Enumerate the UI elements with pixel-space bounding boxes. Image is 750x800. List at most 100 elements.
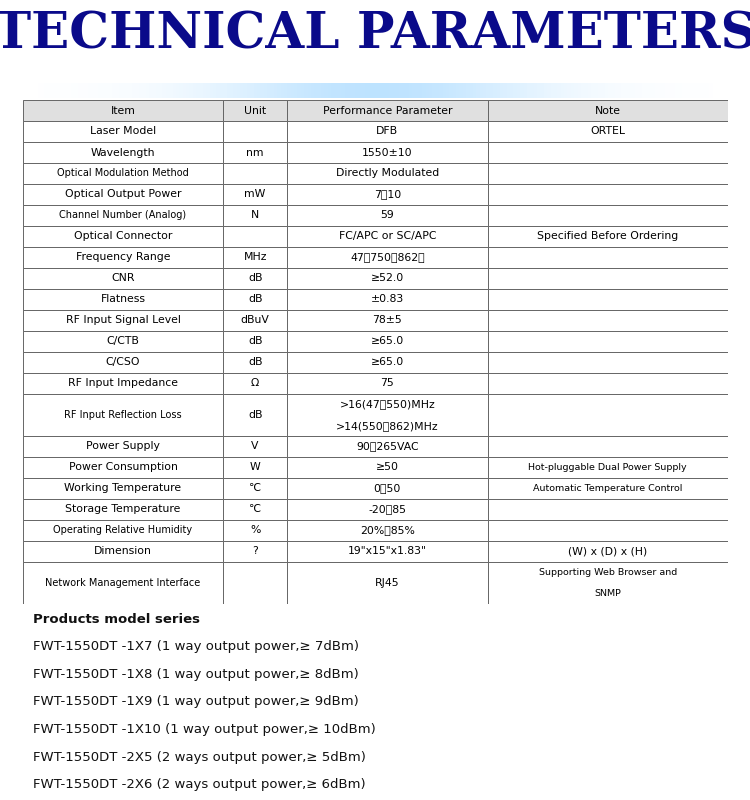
Bar xyxy=(183,83,186,98)
Text: C/CSO: C/CSO xyxy=(106,358,140,367)
Text: 7～10: 7～10 xyxy=(374,190,401,199)
Bar xyxy=(658,83,662,98)
Bar xyxy=(196,83,200,98)
Bar xyxy=(608,83,611,98)
Bar xyxy=(122,83,125,98)
Bar xyxy=(503,83,506,98)
Text: Supporting Web Browser and: Supporting Web Browser and xyxy=(538,567,676,577)
Bar xyxy=(286,184,488,205)
Text: (W) x (D) x (H): (W) x (D) x (H) xyxy=(568,546,647,557)
Text: Unit: Unit xyxy=(244,106,266,115)
Bar xyxy=(341,83,344,98)
Bar xyxy=(286,142,488,163)
Text: 59: 59 xyxy=(380,210,394,221)
Text: 19"x15"x1.83": 19"x15"x1.83" xyxy=(348,546,427,557)
Bar xyxy=(270,83,274,98)
Text: Wavelength: Wavelength xyxy=(91,147,155,158)
Text: SNMP: SNMP xyxy=(594,590,621,598)
Bar xyxy=(372,83,375,98)
Bar xyxy=(632,83,634,98)
Bar xyxy=(22,457,224,478)
Bar xyxy=(224,226,286,247)
Bar xyxy=(534,83,537,98)
Bar xyxy=(488,142,728,163)
Bar xyxy=(409,83,413,98)
Bar xyxy=(334,83,338,98)
Text: FC/APC or SC/APC: FC/APC or SC/APC xyxy=(338,231,436,242)
Text: Laser Model: Laser Model xyxy=(90,126,156,137)
Bar xyxy=(22,541,224,562)
Bar xyxy=(224,394,286,436)
Bar xyxy=(628,83,632,98)
Bar xyxy=(564,83,567,98)
Bar xyxy=(440,83,442,98)
Bar xyxy=(224,541,286,562)
Bar xyxy=(22,247,224,268)
Text: %: % xyxy=(250,526,260,535)
Bar xyxy=(615,83,618,98)
Bar xyxy=(324,83,328,98)
Bar xyxy=(648,83,652,98)
Bar xyxy=(125,83,129,98)
Bar xyxy=(466,83,470,98)
Bar xyxy=(98,83,102,98)
Text: Hot-pluggable Dual Power Supply: Hot-pluggable Dual Power Supply xyxy=(528,463,687,472)
Text: 47～750（862）: 47～750（862） xyxy=(350,253,424,262)
Bar xyxy=(344,83,348,98)
Text: Item: Item xyxy=(110,106,136,115)
Bar xyxy=(112,83,116,98)
Bar xyxy=(506,83,510,98)
Bar xyxy=(621,83,625,98)
Text: DFB: DFB xyxy=(376,126,398,137)
Bar xyxy=(78,83,81,98)
Bar xyxy=(692,83,696,98)
Bar xyxy=(328,83,332,98)
Bar xyxy=(488,289,728,310)
Bar xyxy=(332,83,334,98)
Bar xyxy=(571,83,574,98)
Bar xyxy=(286,289,488,310)
Text: Automatic Temperature Control: Automatic Temperature Control xyxy=(533,484,682,493)
Bar xyxy=(139,83,142,98)
Bar xyxy=(224,520,286,541)
Bar xyxy=(22,520,224,541)
Bar xyxy=(470,83,472,98)
Bar xyxy=(286,499,488,520)
Bar xyxy=(22,121,224,142)
Bar xyxy=(679,83,682,98)
Text: Directly Modulated: Directly Modulated xyxy=(336,169,439,178)
Bar xyxy=(224,121,286,142)
Bar xyxy=(449,83,452,98)
Bar xyxy=(250,83,254,98)
Bar xyxy=(224,100,286,121)
Bar xyxy=(557,83,560,98)
Bar xyxy=(526,83,530,98)
Bar xyxy=(209,83,213,98)
Bar xyxy=(413,83,416,98)
Bar xyxy=(488,100,728,121)
Bar xyxy=(254,83,257,98)
Bar xyxy=(286,562,488,604)
Bar xyxy=(226,83,230,98)
Bar xyxy=(488,247,728,268)
Bar xyxy=(494,83,496,98)
Bar xyxy=(68,83,71,98)
Bar xyxy=(476,83,480,98)
Bar xyxy=(567,83,571,98)
Bar xyxy=(638,83,641,98)
Text: ORTEL: ORTEL xyxy=(590,126,626,137)
Bar xyxy=(102,83,105,98)
Bar xyxy=(22,394,224,436)
Bar xyxy=(22,352,224,373)
Bar xyxy=(286,331,488,352)
Bar xyxy=(645,83,648,98)
Text: C/CTB: C/CTB xyxy=(106,337,140,346)
Bar xyxy=(132,83,135,98)
Text: TECHNICAL PARAMETERS: TECHNICAL PARAMETERS xyxy=(0,10,750,60)
Bar xyxy=(224,352,286,373)
Bar xyxy=(216,83,220,98)
Bar xyxy=(286,310,488,331)
Bar xyxy=(224,247,286,268)
Bar xyxy=(488,394,728,436)
Bar xyxy=(472,83,476,98)
